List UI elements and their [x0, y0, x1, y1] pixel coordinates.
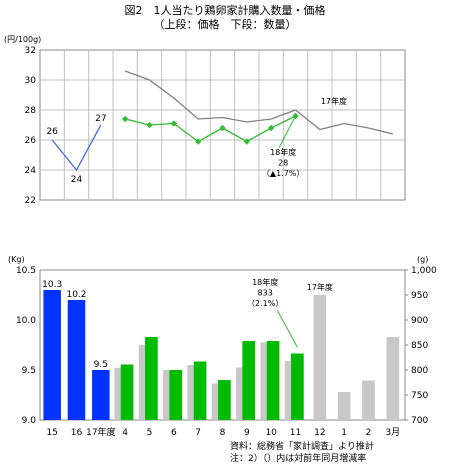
top-data-label: 24 — [71, 175, 83, 185]
y18-bar — [169, 370, 183, 420]
bottom-annotation-y18-value: 833 — [258, 289, 273, 298]
chart-subtitle: （上段：価格 下段：数量） — [153, 18, 297, 31]
y18-price-point — [146, 121, 153, 129]
top-annotation-leader — [278, 115, 296, 148]
y18-bar — [120, 364, 134, 420]
x-tick-label: 12 — [314, 428, 325, 438]
x-tick-label: 1 — [341, 428, 347, 438]
bottom-left-tick-label: 9.5 — [22, 366, 36, 376]
y18-bar — [242, 341, 256, 420]
y18-bar — [145, 337, 158, 420]
x-tick-label: 8 — [220, 428, 226, 438]
fiscal-year-bar — [92, 370, 110, 420]
y18-price-point — [194, 138, 202, 145]
bottom-data-label: 10.3 — [42, 280, 62, 290]
fiscal-year-bar — [43, 290, 61, 420]
chart-title: 図2 1人当たり鶏卵家計購入数量・価格 — [124, 4, 326, 17]
bottom-annotation-leader — [276, 309, 298, 348]
top-annotation-y18-change: （▲1.7%） — [262, 169, 304, 178]
top-data-label: 26 — [46, 127, 58, 137]
x-tick-label: 11 — [290, 428, 301, 438]
bottom-right-axis-label: (g) — [417, 255, 428, 264]
bottom-annotation-y18-change: （2.1%） — [247, 299, 283, 308]
top-y-tick-label: 28 — [25, 106, 37, 116]
x-tick-label: 15 — [46, 428, 57, 438]
x-tick-label: 17年度 — [86, 426, 115, 438]
x-tick-label: 3月 — [385, 427, 400, 438]
bottom-right-tick-label: 950 — [411, 291, 428, 301]
top-y-tick-label: 30 — [25, 76, 37, 86]
top-annotation-y18: 18年度 — [270, 147, 296, 157]
bottom-right-tick-label: 1,000 — [411, 266, 437, 276]
y17-bar — [362, 380, 375, 420]
bottom-data-label: 9.5 — [94, 360, 108, 370]
bottom-annotation-y18: 18年度 — [252, 277, 278, 287]
y18-bar — [291, 353, 304, 420]
y18-price-point — [243, 138, 251, 145]
fiscal-year-bar — [67, 300, 86, 420]
bottom-right-tick-label: 750 — [411, 391, 428, 401]
x-tick-label: 6 — [171, 428, 177, 438]
y17-bar — [386, 337, 400, 420]
source-note: 資料：総務省「家計調査」より推計 — [230, 442, 374, 452]
y18-price-point — [170, 120, 178, 127]
x-tick-label: 4 — [122, 428, 128, 438]
y18-price-point — [121, 115, 129, 123]
y17-bar — [337, 392, 351, 420]
x-tick-label: 7 — [195, 428, 201, 438]
x-tick-label: 2 — [366, 428, 372, 438]
x-tick-label: 9 — [244, 428, 250, 438]
y18-bar — [266, 341, 280, 420]
top-data-label: 27 — [95, 114, 106, 124]
bottom-left-axis-label: (Kg) — [8, 255, 25, 264]
y17-price-line — [124, 70, 393, 135]
bottom-left-tick-label: 10.5 — [16, 266, 36, 276]
top-y-tick-label: 26 — [25, 136, 37, 146]
top-annotation-y17: 17年度 — [321, 96, 347, 106]
top-y-tick-label: 24 — [25, 166, 37, 176]
y17-bar — [313, 295, 327, 420]
bottom-right-tick-label: 800 — [411, 366, 428, 376]
top-y-axis-label: (円/100g) — [4, 35, 41, 44]
y18-price-point — [219, 124, 226, 132]
bottom-data-label: 10.2 — [66, 290, 86, 300]
y18-bar — [218, 380, 231, 420]
top-y-tick-label: 32 — [25, 46, 36, 56]
bottom-left-tick-label: 10.0 — [16, 316, 36, 326]
top-y-tick-label: 22 — [25, 196, 36, 206]
bottom-annotation-y17: 17年度 — [307, 282, 333, 292]
footnote: 注：2）（）内は対前年同月増減率 — [230, 454, 367, 464]
x-tick-label: 16 — [71, 428, 83, 438]
bottom-right-tick-label: 900 — [411, 316, 428, 326]
fiscal-year-price-line — [51, 124, 102, 172]
x-tick-label: 5 — [147, 428, 153, 438]
x-tick-label: 10 — [265, 428, 277, 438]
y18-bar — [193, 361, 207, 420]
y18-price-line — [125, 115, 296, 143]
bottom-left-tick-label: 9.0 — [22, 416, 37, 426]
top-annotation-y18-value: 28 — [278, 159, 288, 168]
bottom-right-tick-label: 850 — [411, 341, 428, 351]
top-plot-frame — [39, 49, 406, 201]
y18-price-point — [267, 124, 275, 132]
bottom-right-tick-label: 700 — [411, 416, 428, 426]
